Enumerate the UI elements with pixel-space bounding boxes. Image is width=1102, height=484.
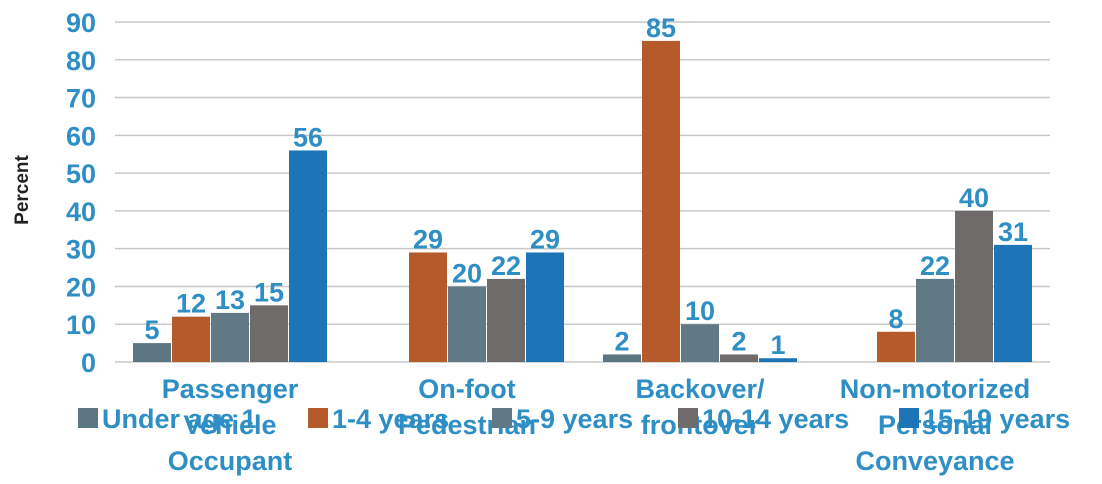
y-tick-label: 10 (66, 310, 96, 340)
bar (526, 252, 564, 362)
data-label: 85 (646, 13, 676, 43)
category-label: Personal (878, 410, 992, 440)
bar (487, 278, 525, 362)
legend-swatch (899, 408, 919, 428)
category-labels: Passenger Vehicle Occupant On-foot Pedestria… (162, 374, 1031, 476)
bar (133, 343, 171, 362)
bar (759, 358, 797, 362)
category-label: Backover/ (635, 374, 765, 404)
data-label: 31 (998, 217, 1028, 247)
y-tick-label: 70 (66, 84, 96, 114)
y-axis-ticks: 0 10 20 30 40 50 60 70 80 90 (66, 8, 96, 378)
category-label: Non-motorized (840, 374, 1030, 404)
data-label: 2 (731, 326, 746, 356)
bar (250, 305, 288, 362)
bar (642, 40, 680, 363)
legend-label: Under age 1 (102, 404, 257, 434)
legend-label: 10-14 years (702, 404, 849, 434)
y-tick-label: 0 (81, 348, 96, 378)
legend-swatch (78, 408, 98, 428)
category-label: On-foot (418, 374, 515, 404)
data-label: 56 (293, 122, 323, 152)
category-label: Occupant (168, 446, 293, 476)
legend-label: 15-19 years (923, 404, 1070, 434)
y-tick-label: 90 (66, 8, 96, 38)
y-tick-label: 60 (66, 121, 96, 151)
data-label: 12 (176, 289, 206, 319)
legend-swatch (308, 408, 328, 428)
bar (681, 324, 719, 362)
data-label: 5 (144, 315, 159, 345)
bar (720, 354, 758, 362)
bar (916, 278, 954, 362)
bar (877, 331, 915, 362)
bar (603, 354, 641, 362)
legend: Under age 1 1-4 years 5-9 years 10-14 years… (78, 404, 1070, 434)
data-label: 29 (413, 224, 443, 254)
bar (955, 210, 993, 362)
bar (289, 150, 327, 362)
data-label: 20 (452, 258, 482, 288)
category-label: Pedestrian (398, 410, 536, 440)
category-label: Vehicle (183, 410, 276, 440)
legend-swatch (492, 408, 512, 428)
bar (409, 252, 447, 362)
y-axis-label: Percent (12, 154, 33, 224)
category-label: Conveyance (855, 446, 1014, 476)
data-label: 40 (959, 183, 989, 213)
data-label: 22 (920, 251, 950, 281)
data-label: 15 (254, 277, 284, 307)
category-label: frontover (641, 410, 760, 440)
bar (448, 286, 486, 362)
y-tick-label: 40 (66, 197, 96, 227)
data-label: 29 (530, 224, 560, 254)
data-label: 1 (770, 330, 785, 360)
data-label: 10 (685, 296, 715, 326)
y-tick-label: 20 (66, 272, 96, 302)
bar (211, 312, 249, 362)
bar (172, 316, 210, 362)
legend-swatch (678, 408, 698, 428)
bar (994, 244, 1032, 362)
y-tick-label: 30 (66, 235, 96, 265)
bars (133, 40, 1032, 363)
y-tick-label: 80 (66, 46, 96, 76)
legend-label: 5-9 years (516, 404, 633, 434)
y-tick-label: 50 (66, 159, 96, 189)
category-label: Passenger (162, 374, 299, 404)
data-label: 13 (215, 285, 245, 315)
data-label: 22 (491, 251, 521, 281)
data-label: 8 (888, 304, 903, 334)
legend-label: 1-4 years (332, 404, 449, 434)
data-label: 2 (614, 326, 629, 356)
